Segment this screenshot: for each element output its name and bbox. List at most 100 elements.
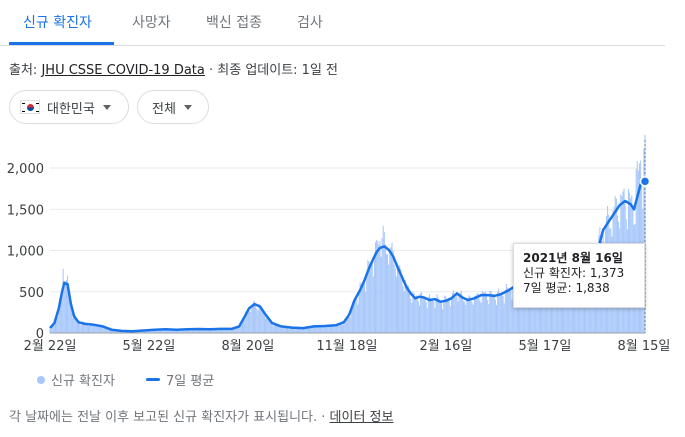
daily-bar (369, 267, 371, 333)
x-tick-label: 2월 22일 (24, 339, 77, 354)
daily-bar (520, 283, 522, 333)
daily-bar (404, 279, 406, 333)
daily-bar (102, 326, 104, 333)
daily-bar (368, 261, 370, 333)
daily-bar (188, 329, 190, 333)
daily-bar (399, 264, 401, 333)
daily-bar (339, 323, 341, 333)
daily-bar (211, 330, 213, 333)
daily-bar (351, 301, 353, 333)
legend-avg: 7일 평균 (146, 370, 214, 389)
daily-bar (345, 318, 347, 333)
daily-bar (434, 308, 436, 333)
daily-bar (393, 264, 395, 333)
daily-bar (190, 328, 192, 333)
daily-bar (576, 284, 578, 333)
daily-bar (588, 293, 590, 333)
tab-vaccination[interactable]: 백신 접종 (206, 15, 262, 31)
daily-bar (548, 288, 550, 333)
daily-bar (464, 301, 466, 333)
daily-bar (326, 327, 328, 333)
daily-bar (460, 290, 462, 333)
source-link[interactable]: JHU CSSE COVID-19 Data (41, 63, 205, 78)
daily-bar (325, 326, 327, 333)
daily-bar (243, 318, 245, 333)
data-info-link[interactable]: 데이터 정보 (329, 410, 394, 425)
daily-bar (74, 315, 76, 333)
chevron-down-icon (102, 104, 111, 110)
daily-bar (437, 297, 439, 333)
legend-daily: 신규 확진자 (37, 370, 115, 389)
daily-bar (566, 283, 568, 333)
daily-bar (232, 328, 234, 333)
daily-bar (306, 326, 308, 333)
daily-bar (318, 327, 320, 333)
daily-bar (225, 328, 227, 333)
daily-bar (363, 282, 366, 333)
daily-bar (291, 327, 293, 333)
tab-new-cases[interactable]: 신규 확진자 (23, 15, 92, 31)
daily-bar (305, 326, 307, 333)
daily-bar (456, 295, 458, 333)
daily-bar (455, 297, 457, 333)
daily-bar (442, 309, 444, 333)
daily-bar (317, 326, 319, 333)
daily-bar (360, 284, 362, 333)
daily-bar (314, 325, 316, 333)
daily-bar (362, 281, 364, 333)
daily-bar (63, 287, 65, 333)
daily-bar (313, 325, 315, 333)
period-select[interactable]: 전체 (137, 90, 209, 124)
daily-bar (179, 329, 181, 333)
daily-bar (64, 283, 66, 333)
daily-bar (331, 324, 333, 333)
daily-bar (50, 326, 52, 333)
daily-bar (401, 279, 403, 333)
daily-bar (299, 327, 301, 333)
daily-bar (348, 316, 350, 333)
daily-bar (163, 329, 165, 333)
tab-tests[interactable]: 검사 (297, 15, 323, 31)
daily-bar (197, 328, 199, 333)
footer-note: 각 날짜에는 전날 이후 보고된 신규 확진자가 표시됩니다. · 데이터 정보 (9, 410, 394, 425)
daily-bar (396, 263, 399, 333)
region-select[interactable]: 대한민국 (9, 90, 129, 124)
source-prefix: 출처: (9, 63, 38, 78)
daily-bar (426, 307, 428, 333)
daily-bar (199, 328, 201, 333)
daily-bar (355, 296, 357, 333)
daily-bar (72, 317, 74, 333)
daily-bar (501, 292, 503, 333)
daily-bar (483, 293, 485, 333)
daily-bar (358, 289, 360, 333)
daily-bar (246, 311, 248, 333)
daily-bar (411, 302, 413, 333)
daily-bar (178, 329, 180, 333)
daily-bar (185, 329, 187, 333)
daily-bar (280, 328, 282, 333)
daily-bar (415, 295, 417, 333)
daily-bar (473, 295, 476, 333)
daily-bar (445, 296, 447, 333)
daily-bar (517, 285, 520, 333)
daily-bar (259, 305, 261, 333)
daily-bar (497, 291, 499, 333)
daily-bar (578, 287, 580, 333)
daily-bar (281, 325, 283, 333)
daily-bar (285, 326, 287, 333)
tab-deaths[interactable]: 사망자 (132, 15, 171, 31)
daily-bar (252, 301, 254, 333)
daily-bar (512, 286, 514, 333)
daily-bar (71, 309, 73, 333)
period-label: 전체 (152, 101, 176, 117)
daily-bar (186, 329, 188, 333)
daily-bar (227, 328, 229, 333)
daily-bar (416, 296, 418, 333)
daily-bar (150, 329, 152, 333)
daily-bar (491, 294, 493, 333)
daily-bar (293, 327, 295, 333)
daily-bar (149, 330, 151, 333)
x-tick-label: 11월 18일 (316, 339, 377, 354)
daily-bar (85, 324, 87, 333)
daily-bar (215, 329, 217, 333)
